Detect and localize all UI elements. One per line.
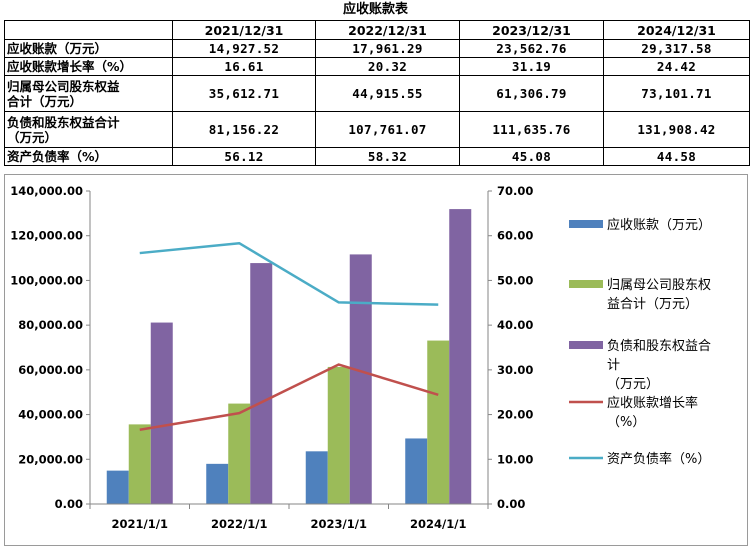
table-cell: 24.42 [603, 57, 750, 76]
table-cell: 107,761.07 [315, 111, 460, 148]
left-axis-tick-label: 100,000.00 [10, 273, 83, 287]
header-cell: 2023/12/31 [459, 20, 604, 40]
right-axis-tick-label: 70.00 [497, 184, 533, 198]
category-tick-label: 2021/1/1 [112, 517, 168, 531]
table-cell: 20.32 [315, 57, 460, 76]
row-label-line: 负债和股东权益合计 [7, 114, 120, 130]
table-row: 资产负债率（%） 56.12 58.32 45.08 44.58 [4, 147, 750, 166]
bar [327, 366, 350, 504]
table-cell: 73,101.71 [603, 75, 750, 112]
bar [250, 263, 273, 504]
row-label-line: 合计（万元） [7, 93, 83, 109]
header-cell: 2024/12/31 [603, 20, 750, 40]
table-cell: 81,156.22 [172, 111, 316, 148]
series-line [139, 241, 439, 306]
legend-label: 应收账款（万元） [607, 217, 711, 233]
table-title: 应收账款表 [342, 2, 408, 17]
table-cell: 31.19 [459, 57, 604, 76]
bar [305, 451, 328, 504]
row-label: 归属母公司股东权益 合计（万元） [4, 75, 173, 112]
combo-chart: 0.00 20,000.00 40,000.00 60,000.00 80,000.00… [4, 174, 748, 546]
legend-label: 益合计（万元） [607, 297, 698, 312]
table-cell: 131,908.42 [603, 111, 750, 148]
row-label: 资产负债率（%） [4, 147, 173, 166]
line-series [139, 241, 439, 431]
category-axis: 2021/1/1 2022/1/1 2023/1/1 2024/1/1 [89, 503, 489, 531]
series-line [139, 363, 439, 431]
header-cell: 2021/12/31 [172, 20, 316, 40]
table-cell: 58.32 [315, 147, 460, 166]
row-label-line: 应收账款（万元） [7, 41, 108, 56]
table-cell: 14,927.52 [172, 39, 316, 58]
legend-swatch [569, 280, 603, 288]
left-axis-tick-label: 140,000.00 [10, 184, 83, 198]
category-tick-label: 2023/1/1 [311, 517, 367, 531]
table-cell: 44.58 [603, 147, 750, 166]
bar-series [106, 209, 472, 504]
bar [405, 438, 428, 504]
row-label-line: 资产负债率（%） [7, 149, 108, 164]
table-row: 应收账款增长率（%） 16.61 20.32 31.19 24.42 [4, 57, 750, 76]
table-row: 应收账款（万元） 14,927.52 17,961.29 23,562.76 2… [4, 39, 750, 58]
right-axis-tick-label: 30.00 [497, 363, 533, 377]
bar [206, 463, 229, 504]
bar [449, 209, 472, 504]
left-axis: 0.00 20,000.00 40,000.00 60,000.00 80,000.00… [10, 184, 91, 511]
table-row: 负债和股东权益合计 （万元） 81,156.22 107,761.07 111,… [4, 111, 750, 148]
bar [427, 340, 450, 504]
legend-label: 归属母公司股东权 [607, 277, 711, 293]
table-cell: 45.08 [459, 147, 604, 166]
right-axis-tick-label: 10.00 [497, 452, 533, 466]
bar [228, 403, 251, 504]
left-axis-tick-label: 120,000.00 [10, 229, 83, 243]
legend-label: 计 [607, 358, 620, 373]
header-cell [4, 20, 173, 40]
table-cell: 17,961.29 [315, 39, 460, 58]
left-axis-tick-label: 0.00 [55, 497, 83, 511]
right-axis-tick-label: 40.00 [497, 318, 533, 332]
row-label: 应收账款增长率（%） [4, 57, 173, 76]
right-axis-tick-label: 60.00 [497, 229, 533, 243]
bar [128, 424, 151, 504]
bar [150, 322, 173, 504]
legend-label: 资产负债率（%） [607, 451, 710, 467]
row-label-line: 归属母公司股东权益 [7, 78, 120, 94]
category-tick-label: 2024/1/1 [410, 517, 466, 531]
header-cell: 2022/12/31 [315, 20, 460, 40]
table-cell: 35,612.71 [172, 75, 316, 112]
table-cell: 56.12 [172, 147, 316, 166]
row-label: 负债和股东权益合计 （万元） [4, 111, 173, 148]
legend-label: 应收账款增长率 [607, 395, 698, 411]
bar [349, 254, 372, 504]
table-header-row: 2021/12/31 2022/12/31 2023/12/31 2024/12… [4, 20, 750, 40]
legend-label: （万元） [607, 377, 659, 392]
left-axis-tick-label: 60,000.00 [18, 363, 83, 377]
left-axis-tick-label: 80,000.00 [18, 318, 83, 332]
legend-label: 负债和股东权益合 [607, 338, 711, 354]
table-cell: 23,562.76 [459, 39, 604, 58]
row-label-line: （万元） [7, 129, 58, 145]
left-axis-tick-label: 20,000.00 [18, 452, 83, 466]
right-axis-tick-label: 0.00 [497, 497, 525, 511]
table-cell: 44,915.55 [315, 75, 460, 112]
table-row: 归属母公司股东权益 合计（万元） 35,612.71 44,915.55 61,… [4, 75, 750, 112]
right-axis: 0.00 10.00 20.00 30.00 40.00 50.00 60.00 70.00 [487, 184, 533, 511]
table-cell: 61,306.79 [459, 75, 604, 112]
category-tick-label: 2022/1/1 [211, 517, 267, 531]
table-cell: 16.61 [172, 57, 316, 76]
table-cell: 29,317.58 [603, 39, 750, 58]
row-label: 应收账款（万元） [4, 39, 173, 58]
row-label-line: 应收账款增长率（%） [7, 59, 133, 74]
legend-swatch [569, 220, 603, 228]
left-axis-tick-label: 40,000.00 [18, 408, 83, 422]
legend-label: （%） [607, 415, 645, 430]
receivables-table: 2021/12/31 2022/12/31 2023/12/31 2024/12… [4, 20, 750, 166]
table-cell: 111,635.76 [459, 111, 604, 148]
bar [106, 470, 129, 504]
right-axis-tick-label: 50.00 [497, 273, 533, 287]
right-axis-tick-label: 20.00 [497, 408, 533, 422]
legend-swatch [569, 341, 603, 349]
